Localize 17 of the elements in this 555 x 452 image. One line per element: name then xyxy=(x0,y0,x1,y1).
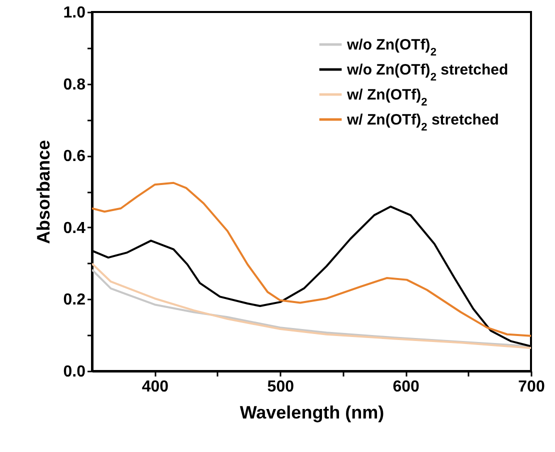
legend-label: w/o Zn(OTf)$_{2}$ xyxy=(346,36,436,58)
x-tick-label: 600 xyxy=(392,378,420,396)
x-tick-label: 700 xyxy=(518,378,545,396)
y-tick-label: 0.4 xyxy=(63,220,86,237)
y-tick-label: 0.2 xyxy=(63,292,86,309)
x-tick-label: 500 xyxy=(267,378,294,396)
x-tick-label: 400 xyxy=(142,378,169,396)
legend-label: w/ Zn(OTf)$_{2}$ xyxy=(346,86,428,108)
y-tick-label: 0.6 xyxy=(63,148,86,166)
legend-label: w/ Zn(OTf)$_{2}$ stretched xyxy=(346,112,499,134)
line-series xyxy=(92,182,531,337)
legend-label: w/o Zn(OTf)$_{2}$ stretched xyxy=(346,62,508,84)
y-tick-label: 0.8 xyxy=(63,76,86,94)
y-axis-title: Absorbance xyxy=(33,140,54,244)
x-axis-title: Wavelength (nm) xyxy=(240,402,384,422)
y-tick-label: 0.0 xyxy=(63,364,86,380)
y-tick-label: 1.0 xyxy=(63,4,86,22)
